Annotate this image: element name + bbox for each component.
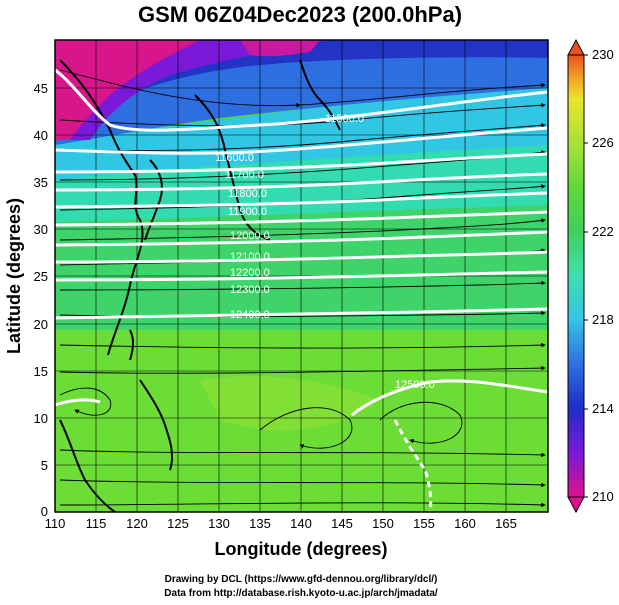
x-tick-label: 110 — [45, 516, 66, 531]
x-tick-label: 160 — [454, 516, 476, 531]
colorbar-extend-min — [567, 496, 585, 514]
y-axis: 0 5 10 15 20 25 30 35 40 45 — [34, 81, 48, 519]
contour-11900 — [55, 191, 548, 209]
contour-12100 — [55, 230, 548, 247]
x-tick-label: 135 — [249, 516, 271, 531]
contour-12300 — [55, 270, 548, 282]
contour-label: 12200.0 — [230, 267, 270, 279]
contour-label: 12400.0 — [230, 309, 270, 321]
contour-11800 — [55, 172, 548, 192]
coast-philippines — [139, 379, 174, 471]
streamlines — [59, 69, 546, 508]
contour-label: 11600.0 — [215, 152, 254, 164]
x-axis-label: Longitude (degrees) — [214, 539, 387, 559]
contour-label: 11700.0 — [225, 169, 264, 181]
contour-label: 11800.0 — [228, 188, 267, 200]
colorbar-tick-label: 214 — [592, 401, 614, 416]
colorbar-tick-label: 210 — [592, 489, 614, 504]
y-tick-label: 35 — [34, 175, 48, 190]
field-magenta — [55, 40, 200, 140]
plot-frame — [54, 39, 549, 513]
y-tick-label: 15 — [34, 364, 48, 379]
contour-11600 — [55, 126, 548, 155]
x-tick-label: 130 — [208, 516, 230, 531]
x-tick-label: 165 — [495, 516, 517, 531]
map-grid — [55, 40, 548, 512]
field-patch — [200, 376, 380, 431]
colorbar-gradient — [567, 54, 585, 498]
y-tick-label: 20 — [34, 317, 48, 332]
contour-12400 — [55, 307, 548, 320]
map-field: 11500.0 11600.0 11700.0 11800.0 11900.0 … — [55, 40, 548, 512]
contour-12500 — [351, 379, 548, 417]
x-tick-label: 125 — [167, 516, 189, 531]
x-tick-label: 155 — [413, 516, 435, 531]
contour-label: 11500.0 — [325, 113, 364, 125]
y-tick-label: 45 — [34, 81, 48, 96]
contour-label: 12100.0 — [230, 251, 270, 263]
coast-taiwan — [129, 329, 134, 361]
credit-drawing: Drawing by DCL (https://www.gfd-dennou.o… — [165, 574, 438, 585]
contour-11700 — [55, 152, 548, 174]
contour-label: 12300.0 — [230, 284, 270, 296]
height-contours — [55, 68, 548, 512]
contour-12000 — [55, 210, 548, 227]
colorbar-tick-label: 222 — [592, 224, 614, 239]
y-tick-label: 0 — [41, 504, 48, 519]
x-tick-label: 115 — [86, 516, 107, 531]
colorbar-tick-label: 230 — [592, 47, 614, 62]
x-tick-label: 140 — [290, 516, 312, 531]
y-tick-label: 5 — [41, 458, 48, 473]
contour-label: 11900.0 — [228, 206, 267, 218]
contour-12200 — [55, 250, 548, 264]
y-tick-label: 40 — [34, 128, 48, 143]
x-tick-label: 150 — [372, 516, 394, 531]
colorbar: 210 214 218 222 226 230 — [567, 38, 614, 514]
colorbar-ticks — [584, 54, 588, 498]
x-axis: 110 115 120 125 130 135 140 145 150 155 … — [45, 516, 517, 531]
y-tick-label: 25 — [34, 269, 48, 284]
contour-label: 12500.0 — [395, 379, 435, 391]
y-axis-label: Latitude (degrees) — [4, 198, 24, 354]
x-tick-label: 145 — [331, 516, 353, 531]
credit-data: Data from http://database.rish.kyoto-u.a… — [164, 588, 438, 599]
coast-asia — [59, 59, 144, 356]
contour-west — [55, 398, 101, 407]
y-tick-label: 10 — [34, 411, 48, 426]
contour-label: 12000.0 — [230, 230, 270, 242]
contour-labels: 11500.0 11600.0 11700.0 11800.0 11900.0 … — [215, 113, 435, 391]
contour-11500 — [55, 68, 548, 132]
chart-title: GSM 06Z04Dec2023 (200.0hPa) — [138, 2, 462, 27]
x-tick-label: 120 — [126, 516, 148, 531]
colorbar-tick-label: 218 — [592, 312, 614, 327]
colorbar-tick-label: 226 — [592, 135, 614, 150]
colorbar-extend-max — [567, 38, 585, 56]
y-tick-label: 30 — [34, 222, 48, 237]
